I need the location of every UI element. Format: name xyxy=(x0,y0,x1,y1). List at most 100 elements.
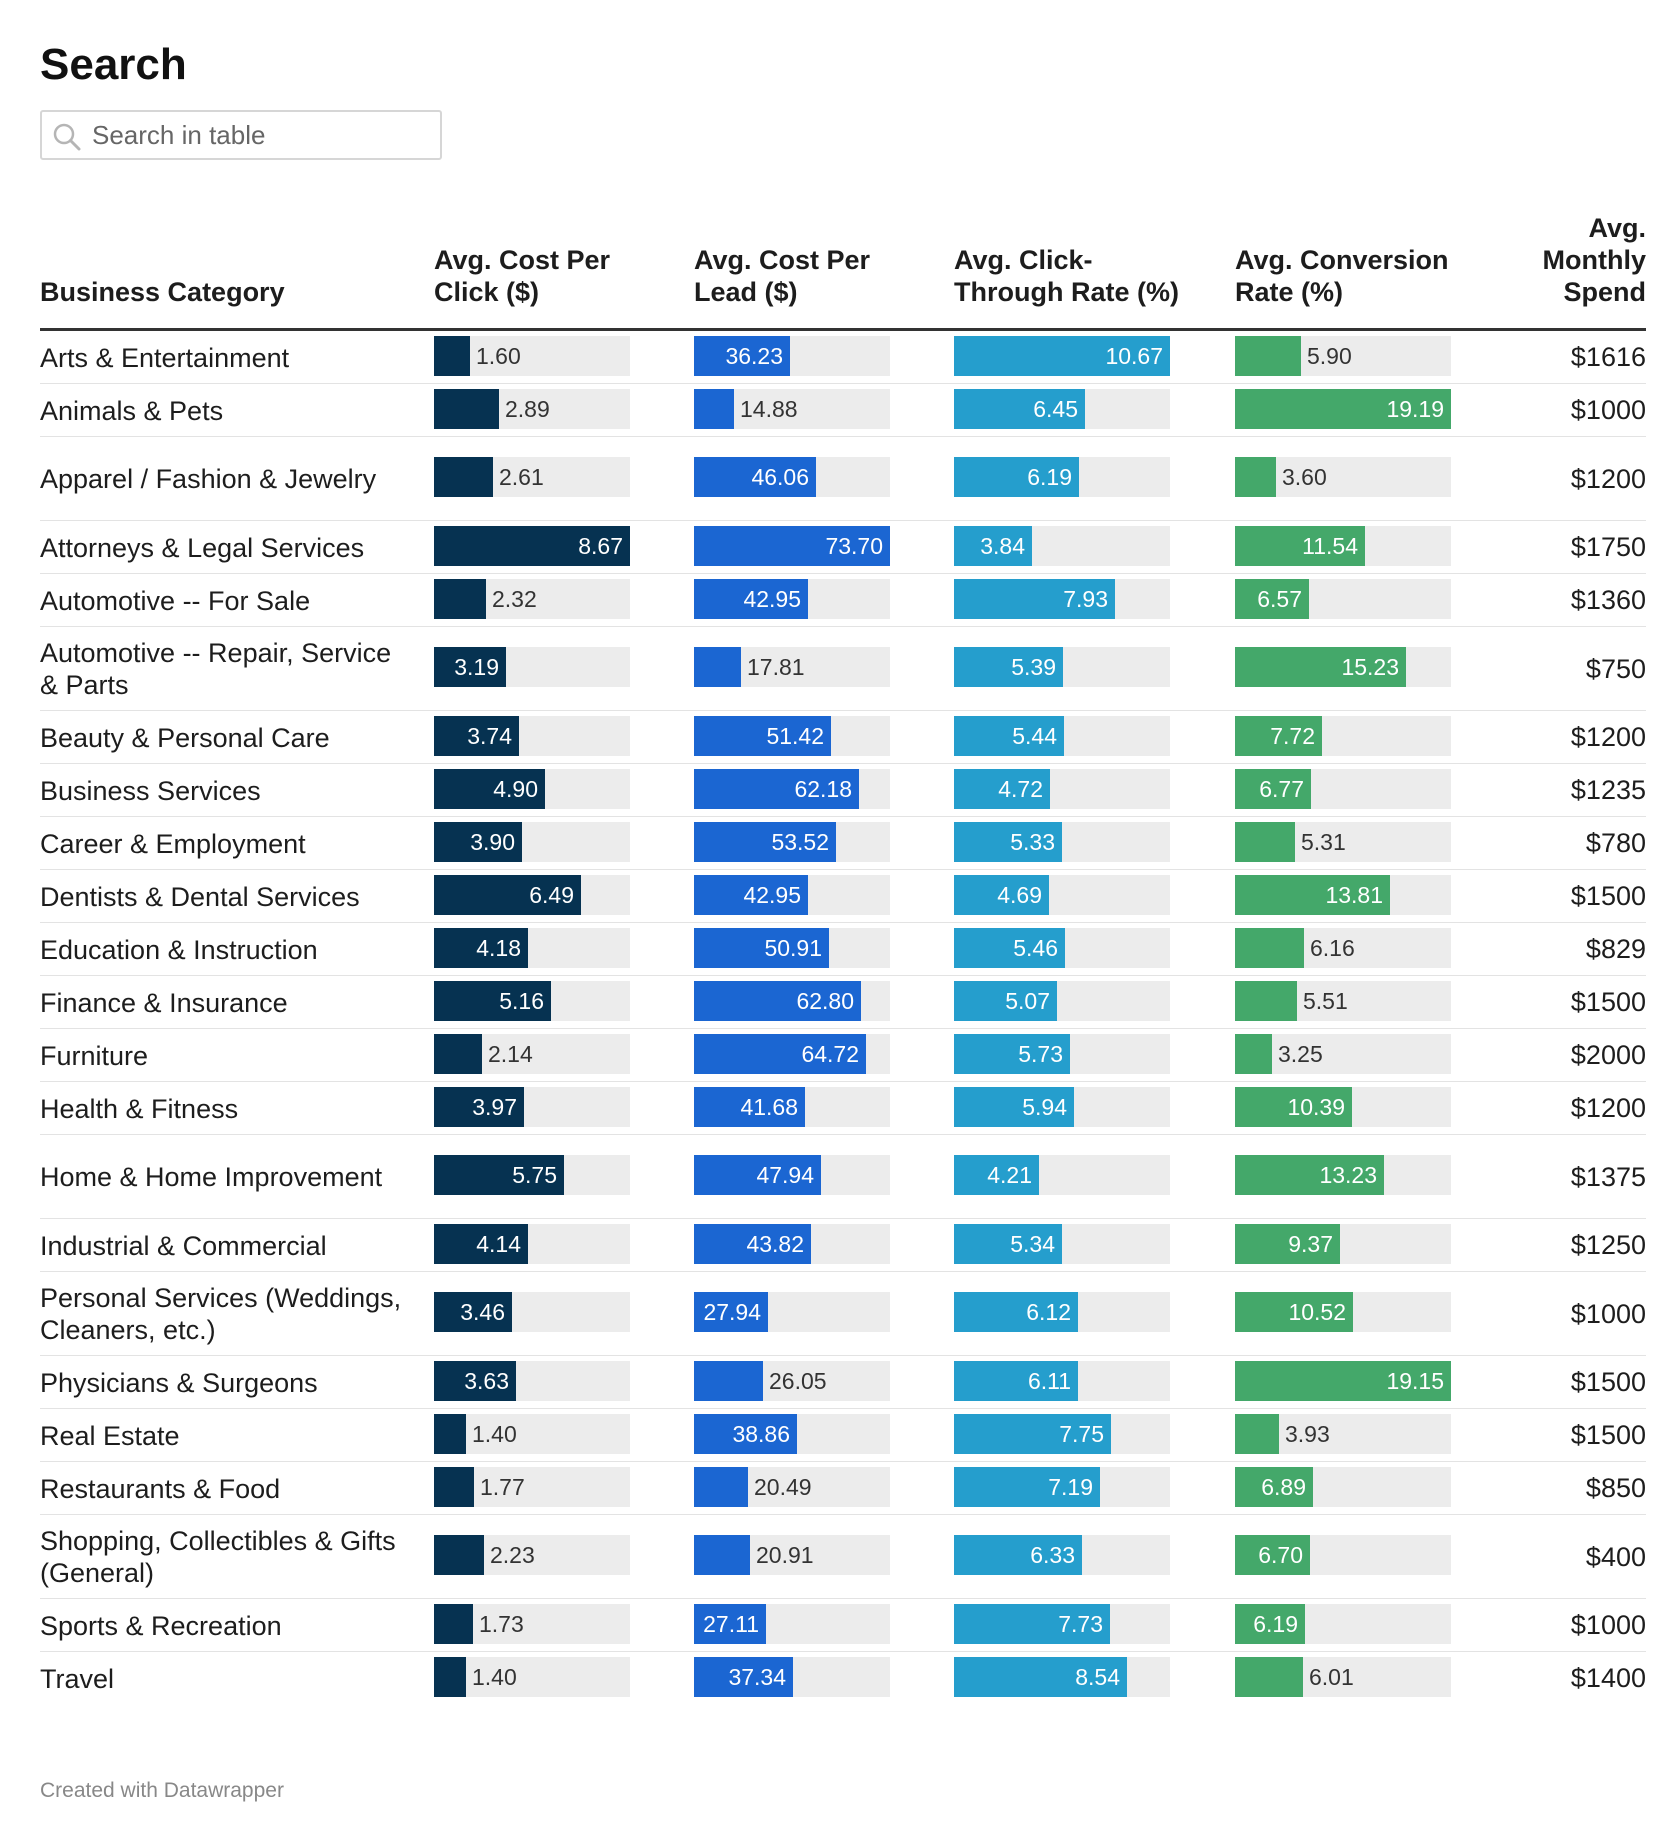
search-box[interactable] xyxy=(40,110,442,160)
column-header-cpc[interactable]: Avg. Cost Per Click ($) xyxy=(434,245,611,307)
cpc-bar xyxy=(434,1535,484,1575)
cpl-value-label: 17.81 xyxy=(747,654,805,680)
category-cell: Real Estate xyxy=(40,1420,180,1451)
conv-bar-track: 11.54 xyxy=(1235,526,1451,566)
conv-bar-track: 6.01 xyxy=(1235,1657,1451,1697)
cpl-value-label: 37.34 xyxy=(728,1664,786,1690)
ctr-value-label: 5.33 xyxy=(1010,829,1055,855)
column-header-ctr[interactable]: Avg. Click-Through Rate (%) xyxy=(954,245,1179,307)
ctr-value-label: 7.93 xyxy=(1063,586,1108,612)
ctr-value-label: 6.19 xyxy=(1027,464,1072,490)
cpl-bar xyxy=(694,526,890,566)
cpc-bar-track: 2.14 xyxy=(434,1034,630,1074)
cpc-bar-track: 3.97 xyxy=(434,1087,630,1127)
cpl-bar xyxy=(694,336,790,376)
conv-value-label: 6.77 xyxy=(1259,776,1304,802)
conv-bar xyxy=(1235,647,1406,687)
cpl-bar-track: 27.94 xyxy=(694,1292,890,1332)
cpc-bar xyxy=(434,457,493,497)
ctr-bar xyxy=(954,526,1032,566)
ctr-value-label: 6.12 xyxy=(1026,1299,1071,1325)
cpc-value-label: 2.61 xyxy=(499,464,544,490)
ctr-bar xyxy=(954,1034,1070,1074)
cpc-bar xyxy=(434,1604,473,1644)
cpl-bar xyxy=(694,981,861,1021)
cpl-bar-track: 27.11 xyxy=(694,1604,890,1644)
conv-value-label: 6.89 xyxy=(1261,1474,1306,1500)
conv-bar-track: 19.19 xyxy=(1235,389,1451,429)
cpc-bar-track: 1.40 xyxy=(434,1657,630,1697)
ctr-bar xyxy=(954,1467,1100,1507)
cpc-bar-track: 2.32 xyxy=(434,579,630,619)
row-divider xyxy=(40,1598,1646,1599)
spend-cell: $1500 xyxy=(1570,1367,1646,1397)
cpc-bar-track: 2.23 xyxy=(434,1535,630,1575)
cpc-bar xyxy=(434,1292,512,1332)
conv-bar xyxy=(1235,822,1295,862)
row-divider xyxy=(40,1134,1646,1135)
spend-cell: $1500 xyxy=(1570,987,1646,1017)
cpl-bar xyxy=(694,647,741,687)
conv-bar-track: 6.89 xyxy=(1235,1467,1451,1507)
table-row: Real Estate 1.40 38.86 7.75 3.93 $1500 xyxy=(40,1409,1646,1462)
cpc-bar-track: 4.18 xyxy=(434,928,630,968)
conv-bar-track: 19.15 xyxy=(1235,1361,1451,1401)
conv-bar-track: 7.72 xyxy=(1235,716,1451,756)
column-header-spend[interactable]: Avg. Monthly Spend xyxy=(1542,213,1646,307)
category-cell: Home & Home Improvement xyxy=(40,1162,383,1192)
cpc-bar xyxy=(434,1467,474,1507)
ctr-bar xyxy=(954,1414,1111,1454)
ctr-bar xyxy=(954,716,1064,756)
conv-bar xyxy=(1235,1604,1305,1644)
cpc-bar xyxy=(434,1034,482,1074)
spend-cell: $2000 xyxy=(1570,1040,1646,1070)
cpc-bar xyxy=(434,526,630,566)
table-row: Education & Instruction 4.18 50.91 5.46 6.16… xyxy=(40,923,1646,976)
spend-cell: $1500 xyxy=(1570,881,1646,911)
cpc-value-label: 3.97 xyxy=(472,1094,517,1120)
column-header-cpl[interactable]: Avg. Cost Per Lead ($) xyxy=(694,245,871,307)
cpl-value-label: 64.72 xyxy=(801,1041,859,1067)
search-input[interactable] xyxy=(92,112,432,158)
spend-cell: $1500 xyxy=(1570,1420,1646,1450)
cpc-bar-track: 1.40 xyxy=(434,1414,630,1454)
cpc-bar-track: 2.89 xyxy=(434,389,630,429)
ctr-bar-track: 5.34 xyxy=(954,1224,1170,1264)
conv-value-label: 6.70 xyxy=(1258,1542,1303,1568)
category-cell: Animals & Pets xyxy=(40,395,224,426)
conv-bar-track: 10.39 xyxy=(1235,1087,1451,1127)
table-row: Home & Home Improvement 5.75 47.94 4.21 13.2… xyxy=(40,1135,1646,1219)
row-divider xyxy=(40,763,1646,764)
conv-bar-track: 5.31 xyxy=(1235,822,1451,862)
column-header-conv[interactable]: Avg. Conversion Rate (%) xyxy=(1235,245,1449,307)
cpl-bar xyxy=(694,1155,821,1195)
ctr-value-label: 7.73 xyxy=(1058,1611,1103,1637)
cpc-value-label: 5.75 xyxy=(512,1162,557,1188)
cpl-bar-track: 14.88 xyxy=(694,389,890,429)
cpc-bar xyxy=(434,389,499,429)
cpl-bar xyxy=(694,1604,766,1644)
row-divider xyxy=(40,573,1646,574)
cpl-bar-track: 17.81 xyxy=(694,647,890,687)
conv-bar xyxy=(1235,1087,1352,1127)
category-cell: Sports & Recreation xyxy=(40,1610,282,1641)
spend-cell: $1375 xyxy=(1570,1161,1646,1192)
row-divider xyxy=(40,710,1646,711)
row-divider xyxy=(40,520,1646,521)
cpc-value-label: 3.74 xyxy=(467,723,512,749)
cpl-value-label: 62.18 xyxy=(794,776,852,802)
column-header-category[interactable]: Business Category xyxy=(40,277,285,307)
ctr-value-label: 5.39 xyxy=(1011,654,1056,680)
conv-bar xyxy=(1235,1292,1353,1332)
cpl-bar xyxy=(694,1034,866,1074)
cpc-bar xyxy=(434,336,470,376)
cpl-value-label: 42.95 xyxy=(743,586,801,612)
category-cell: Finance & Insurance xyxy=(40,987,288,1018)
table-row: Finance & Insurance 5.16 62.80 5.07 5.51 $150… xyxy=(40,976,1646,1029)
conv-bar xyxy=(1235,457,1276,497)
conv-value-label: 10.52 xyxy=(1288,1299,1346,1325)
ctr-value-label: 10.67 xyxy=(1105,343,1163,369)
cpl-value-label: 73.70 xyxy=(825,533,883,559)
cpc-bar xyxy=(434,875,581,915)
cpc-bar xyxy=(434,1155,564,1195)
